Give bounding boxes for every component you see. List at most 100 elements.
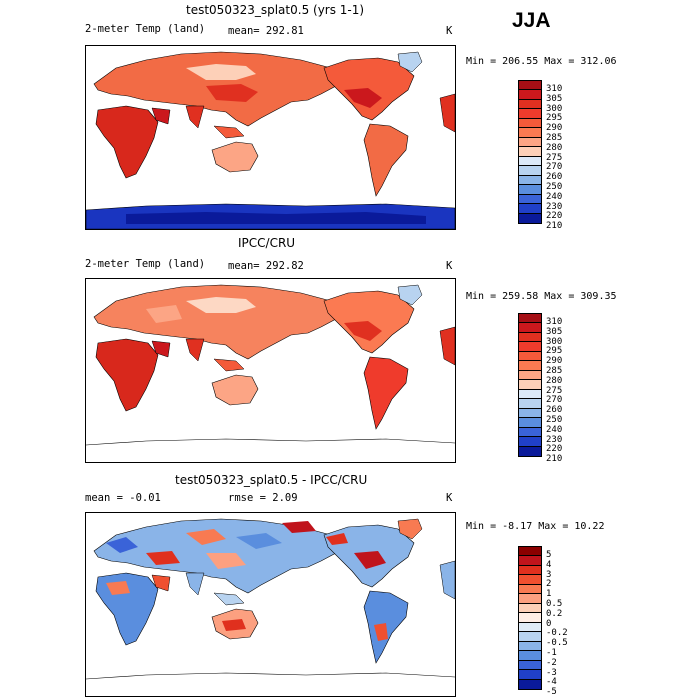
- colorbar-tick-label: 4: [546, 559, 552, 570]
- colorbar-tick-label: 230: [546, 434, 563, 445]
- colorbar-tick-label: 0: [546, 618, 552, 629]
- panel-2-minmax: Min = 259.58 Max = 309.35: [466, 291, 617, 302]
- colorbar-tick-label: -2: [546, 657, 557, 668]
- panel-2-colorbar-bin: [519, 380, 541, 390]
- colorbar-tick-label: 275: [546, 385, 563, 396]
- panel-2-colorbar-bin: [519, 370, 541, 381]
- panel-2-colorbar-bin: [519, 427, 541, 438]
- colorbar-tick-label: 290: [546, 123, 563, 134]
- panel-3-minmax: Min = -8.17 Max = 10.22: [466, 521, 605, 532]
- panel-2-colorbar-bin: [519, 399, 541, 409]
- colorbar-tick-label: 295: [546, 346, 563, 357]
- panel-1-colorbar-bin: [519, 204, 541, 214]
- panel-2-colorbar-bin: [519, 437, 541, 447]
- panel-1-colorbar-bin: [519, 109, 541, 119]
- colorbar-tick-label: 220: [546, 211, 563, 222]
- colorbar-tick-label: 0.5: [546, 598, 563, 609]
- map-model: [86, 51, 455, 229]
- panel-1-colorbar-labels: 310 305 300 295 290 285 280 275 270 260 …: [546, 84, 606, 231]
- colorbar-tick-label: 280: [546, 142, 563, 153]
- panel-3-colorbar-labels: 5 4 3 2 1 0.5 0.2 0 -0.2 -0.5 -1 -2 -3 -…: [546, 550, 606, 697]
- season-label: JJA: [512, 9, 551, 32]
- panel-1-units: K: [446, 25, 453, 37]
- colorbar-tick-label: 285: [546, 132, 563, 143]
- colorbar-tick-label: 240: [546, 191, 563, 202]
- panel-2-mean-label: mean= 292.82: [228, 260, 304, 272]
- panel-1-colorbar-bin: [519, 128, 541, 138]
- colorbar-tick-label: 285: [546, 365, 563, 376]
- panel-2-colorbar-bin: [519, 332, 541, 343]
- panel-3-colorbar-bin: [519, 679, 541, 690]
- colorbar-tick-label: 210: [546, 221, 563, 232]
- colorbar-tick-label: 275: [546, 152, 563, 163]
- panel-1-colorbar-bin: [519, 99, 541, 110]
- panel-1-colorbar-bin: [519, 175, 541, 186]
- panel-1-variable-label: 2-meter Temp (land): [85, 23, 206, 35]
- panel-2-colorbar-bin: [519, 351, 541, 362]
- colorbar-tick-label: -0.5: [546, 638, 568, 649]
- panel-3-map-canvas: [86, 518, 455, 680]
- panel-2-colorbar: [518, 313, 542, 457]
- colorbar-tick-label: 270: [546, 395, 563, 406]
- panel-2-colorbar-labels: 310 305 300 295 290 285 280 275 270 260 …: [546, 317, 606, 464]
- panel-3-colorbar-bin: [519, 594, 541, 604]
- panel-2-colorbar-bin: [519, 361, 541, 371]
- panel-3-title: test050323_splat0.5 - IPCC/CRU: [175, 473, 368, 487]
- panel-3-colorbar-bin: [519, 641, 541, 652]
- panel-1-colorbar-bin: [519, 194, 541, 205]
- panel-2-colorbar-bin: [519, 342, 541, 352]
- panel-3-colorbar-bin: [519, 603, 541, 614]
- colorbar-tick-label: 230: [546, 201, 563, 212]
- colorbar-tick-label: -5: [546, 687, 557, 698]
- panel-3-colorbar-bin: [519, 622, 541, 633]
- panel-1-colorbar-bin: [519, 147, 541, 157]
- colorbar-tick-label: 290: [546, 356, 563, 367]
- colorbar-tick-label: 260: [546, 172, 563, 183]
- panel-2-colorbar-bin: [519, 389, 541, 400]
- panel-1-colorbar-bin: [519, 81, 541, 91]
- panel-3-units: K: [446, 492, 453, 504]
- colorbar-tick-label: 5: [546, 550, 552, 560]
- panel-3-colorbar-bin: [519, 660, 541, 671]
- panel-2-map: [85, 278, 456, 463]
- colorbar-tick-label: 280: [546, 375, 563, 386]
- panel-3-colorbar-bin: [519, 556, 541, 566]
- colorbar-tick-label: 305: [546, 93, 563, 104]
- colorbar-tick-label: -4: [546, 677, 557, 688]
- panel-2-colorbar-bin: [519, 418, 541, 428]
- panel-2-colorbar-bin: [519, 408, 541, 419]
- panel-2-colorbar-bin: [519, 323, 541, 333]
- panel-1-colorbar-bin: [519, 156, 541, 167]
- colorbar-tick-label: 270: [546, 162, 563, 173]
- colorbar-tick-label: 295: [546, 113, 563, 124]
- panel-1-mean-label: mean= 292.81: [228, 25, 304, 37]
- colorbar-tick-label: 250: [546, 414, 563, 425]
- panel-1-colorbar: [518, 80, 542, 224]
- colorbar-tick-label: 220: [546, 444, 563, 455]
- colorbar-tick-label: 305: [546, 326, 563, 337]
- panel-3-colorbar-bin: [519, 613, 541, 623]
- map-difference: [86, 518, 455, 680]
- colorbar-tick-label: 3: [546, 569, 552, 580]
- panel-1-minmax: Min = 206.55 Max = 312.06: [466, 56, 617, 67]
- panel-1-colorbar-bin: [519, 137, 541, 148]
- panel-2-map-canvas: [86, 284, 455, 446]
- panel-2-variable-label: 2-meter Temp (land): [85, 258, 206, 270]
- panel-3-colorbar-bin: [519, 584, 541, 595]
- panel-3-mean-label: mean = -0.01: [85, 492, 161, 504]
- panel-2-colorbar-bin: [519, 446, 541, 457]
- colorbar-tick-label: 1: [546, 589, 552, 600]
- panel-1-map: [85, 45, 456, 230]
- panel-2-colorbar-bin: [519, 314, 541, 324]
- panel-1-title: test050323_splat0.5 (yrs 1-1): [186, 3, 365, 17]
- panel-2-title: IPCC/CRU: [238, 236, 296, 250]
- colorbar-tick-label: 310: [546, 317, 563, 327]
- colorbar-tick-label: 240: [546, 424, 563, 435]
- map-observed: [86, 284, 455, 446]
- panel-2-units: K: [446, 260, 453, 272]
- panel-1-colorbar-bin: [519, 213, 541, 224]
- colorbar-tick-label: 310: [546, 84, 563, 94]
- panel-1-colorbar-bin: [519, 90, 541, 100]
- panel-3-colorbar-bin: [519, 565, 541, 576]
- colorbar-tick-label: 210: [546, 454, 563, 465]
